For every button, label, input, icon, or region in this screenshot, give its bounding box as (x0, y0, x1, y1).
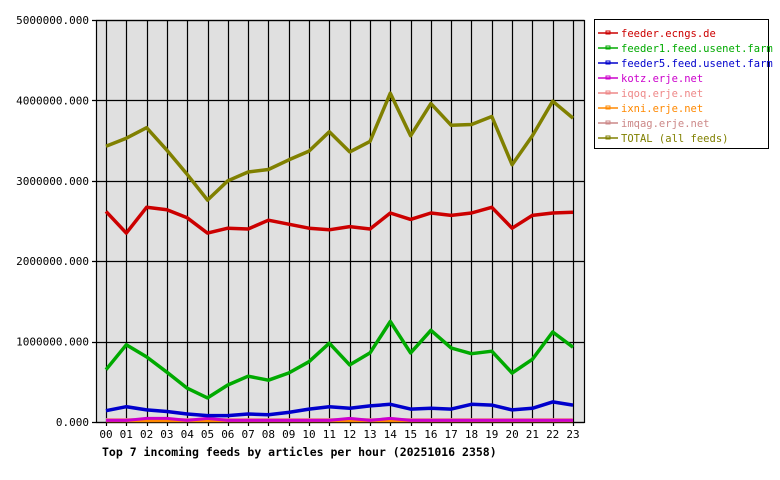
legend-box (594, 19, 769, 149)
y-axis: 0.000 1000000.000 2000000.000 3000000.000 40… (16, 14, 89, 429)
x-tick-label: 11 (323, 428, 336, 441)
legend-item: imqag.erje.net (598, 118, 710, 130)
plot-area (96, 20, 584, 422)
y-tick-label: 5000000.000 (16, 14, 89, 27)
legend-label: feeder.ecngs.de (621, 28, 716, 40)
series-line-kotz-erje-net (106, 416, 573, 422)
legend-label: feeder5.feed.usenet.farm (621, 58, 773, 70)
plot-border (95, 19, 586, 424)
x-tick-label: 10 (302, 428, 315, 441)
legend-marker-icon (605, 120, 611, 125)
x-tick-label: 22 (546, 428, 559, 441)
series-line-feeder5-feed-usenet-farm (105, 400, 574, 418)
x-tick-label: 18 (465, 428, 478, 441)
x-tick-label: 12 (343, 428, 356, 441)
x-tick-label: 05 (201, 428, 214, 441)
x-tick-label: 19 (485, 428, 498, 441)
x-axis: 00 01 02 03 04 05 06 07 08 09 10 11 12 13 14 15 16 17 18 19… (99, 428, 579, 441)
legend-item: feeder1.feed.usenet.farm (598, 43, 773, 55)
x-tick-label: 03 (160, 428, 173, 441)
series-line-feeder1-feed-usenet-farm (104, 319, 575, 400)
legend-marker-icon (605, 90, 611, 95)
legend-marker-icon (605, 45, 611, 50)
x-tick-label: 00 (99, 428, 112, 441)
x-tick-label: 14 (384, 428, 398, 441)
x-tick-label: 04 (181, 428, 195, 441)
legend-marker-icon (605, 60, 611, 65)
legend-label: ixni.erje.net (621, 103, 703, 115)
legend-marker-icon (605, 105, 611, 110)
x-tick-label: 21 (526, 428, 539, 441)
legend-item: kotz.erje.net (598, 73, 703, 85)
y-tick-label: 4000000.000 (16, 94, 89, 107)
grid-lines (92, 19, 586, 426)
x-tick-label: 08 (262, 428, 275, 441)
x-tick-label: 15 (404, 428, 417, 441)
legend-item: ixni.erje.net (598, 103, 703, 115)
x-tick-label: 02 (140, 428, 153, 441)
legend-marker-icon (605, 135, 611, 140)
y-tick-label: 1000000.000 (16, 336, 89, 349)
x-tick-label: 20 (505, 428, 518, 441)
x-tick-label: 01 (120, 428, 133, 441)
series-lines (104, 91, 575, 423)
x-tick-label: 09 (282, 428, 295, 441)
x-tick-label: 06 (221, 428, 234, 441)
series-line-total-all-feeds- (105, 91, 575, 202)
legend-label: kotz.erje.net (621, 73, 703, 85)
legend-label: TOTAL (all feeds) (621, 133, 728, 145)
series-line-feeder-ecngs-de (104, 205, 574, 235)
x-tick-label: 17 (445, 428, 458, 441)
x-tick-label: 16 (424, 428, 437, 441)
legend-item: iqoq.erje.net (598, 88, 703, 100)
x-tick-label: 13 (363, 428, 376, 441)
x-tick-label: 07 (242, 428, 255, 441)
y-tick-label: 0.000 (56, 416, 89, 429)
plot-background (96, 20, 584, 422)
legend-label: iqoq.erje.net (621, 88, 703, 100)
y-tick-label: 3000000.000 (16, 175, 89, 188)
y-tick-label: 2000000.000 (16, 255, 89, 268)
legend-marker-icon (605, 30, 611, 35)
legend-item: feeder5.feed.usenet.farm (598, 58, 773, 70)
legend-item: TOTAL (all feeds) (598, 133, 728, 145)
legend: feeder.ecngs.de feeder1.feed.usenet.farm f… (594, 19, 773, 149)
x-tick-label: 23 (566, 428, 579, 441)
chart-title: Top 7 incoming feeds by articles per hou… (102, 445, 497, 459)
legend-item: feeder.ecngs.de (598, 28, 716, 40)
legend-label: imqag.erje.net (621, 118, 710, 130)
legend-marker-icon (605, 75, 611, 80)
legend-label: feeder1.feed.usenet.farm (621, 43, 773, 55)
